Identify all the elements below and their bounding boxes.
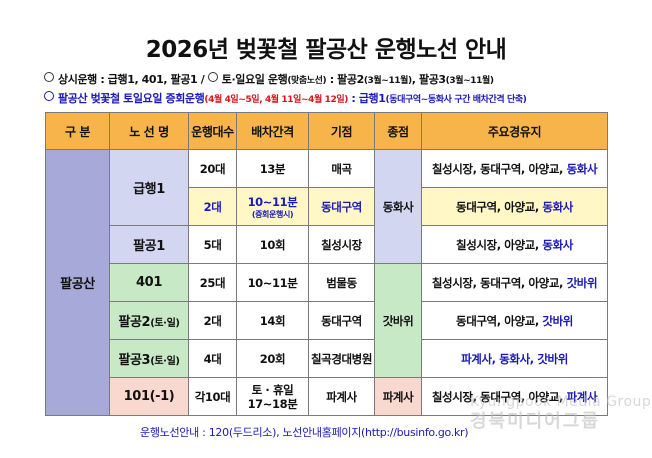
main-stops: 칠성시장, 동대구역, 아양교, 동화사 xyxy=(421,149,608,188)
notice-extra-service: 팔공산 벚꽃철 토일요일 증회운행(4월 4일~5일, 4월 11일~4월 12… xyxy=(44,90,527,106)
group-cell: 팔공산 xyxy=(45,149,110,416)
interval: 토 · 휴일 17~18분 xyxy=(236,377,309,416)
route-name-sub: (토·일) xyxy=(150,356,180,367)
origin: 칠성시장 xyxy=(308,225,375,264)
interval: 10~11분 xyxy=(236,263,309,302)
regular-label: 상시운행 xyxy=(58,73,97,86)
route-name: 팔공2(토·일) xyxy=(109,301,189,340)
interval-value: 10~11분 xyxy=(247,195,298,209)
route-name: 401 xyxy=(109,263,189,302)
origin: 동대구역 xyxy=(308,301,375,340)
stops-text: 칠성시장, 아양교, xyxy=(456,237,543,252)
interval: 20회 xyxy=(236,339,309,378)
weekend-route-b: , 팔공3 xyxy=(411,73,446,86)
interval-note: (증회운행시) xyxy=(251,210,294,219)
stops-highlight: 동화사 xyxy=(566,161,598,176)
watermark-line1: Kyungpook Media Group xyxy=(470,394,652,410)
interval: 10~11분 (증회운행시) xyxy=(236,187,309,226)
origin: 동대구역 xyxy=(308,187,375,226)
table-row: 팔공2(토·일) 2대 14회 동대구역 동대구역, 아양교, 갓바위 xyxy=(46,301,608,340)
table-header-row: 구 분 노 선 명 운행대수 배차간격 기점 종점 주요경유지 xyxy=(45,112,608,150)
circle-bullet-icon xyxy=(44,72,54,82)
origin: 칠곡경대병원 xyxy=(308,339,375,378)
stops-text: 칠성시장, 동대구역, 아양교, xyxy=(431,161,567,176)
extra-route: 급행1 xyxy=(358,92,386,105)
regular-routes: : 급행1, 401, 팔공1 / xyxy=(96,73,208,86)
stops-highlight: 갓바위 xyxy=(542,313,573,328)
table-row: 101(-1) 각10대 토 · 휴일 17~18분 파계사 파계사 칠성시장, … xyxy=(46,377,608,416)
interval-line2: 17~18분 xyxy=(247,396,298,411)
weekend-route-a-period: (3월~11월) xyxy=(363,76,412,86)
route-name: 급행1 xyxy=(109,149,189,226)
main-stops: 칠성시장, 동대구역, 아양교, 파계사 xyxy=(421,377,608,416)
vehicle-count: 25대 xyxy=(188,263,237,302)
main-stops: 칠성시장, 동대구역, 아양교, 갓바위 xyxy=(421,263,608,302)
circle-bullet-icon xyxy=(207,72,218,82)
extra-dates: (4월 4일~5일, 4월 11일~4월 12일) xyxy=(204,95,348,105)
stops-text: 동대구역, 아양교, xyxy=(456,313,543,328)
stops-highlight: 동화사 xyxy=(542,199,573,214)
origin: 매곡 xyxy=(308,149,375,188)
watermark: Kyungpook Media Group 경북미디어그룹 xyxy=(470,392,651,432)
main-stops: 파계사, 동화사, 갓바위 xyxy=(421,339,608,378)
route-schedule-table: 구 분 노 선 명 운행대수 배차간격 기점 종점 주요경유지 팔공산 급행1 … xyxy=(45,112,608,416)
stops-highlight: 갓바위 xyxy=(566,275,598,290)
stops-highlight: 동화사 xyxy=(542,237,573,252)
stops-highlight: 파계사 xyxy=(566,389,598,404)
interval: 13분 xyxy=(236,149,309,188)
weekend-sub: (맞춤노선) xyxy=(287,76,327,86)
extra-label: 팔공산 벚꽃철 토일요일 증회운행 xyxy=(58,92,205,105)
main-stops: 동대구역, 아양교, 동화사 xyxy=(421,187,608,226)
extra-colon: : xyxy=(347,92,359,105)
header-main-stops: 주요경유지 xyxy=(421,112,608,150)
table-row: 401 25대 10~11분 범물동 갓바위 칠성시장, 동대구역, 아양교, … xyxy=(46,263,608,378)
interval: 10회 xyxy=(236,225,309,264)
footer-contact-info: 운행노선안내 : 120(두드리소), 노선안내홈페이지(http://busi… xyxy=(140,426,469,439)
route-name-text: 팔공2 xyxy=(118,315,151,330)
vehicle-count: 2대 xyxy=(188,187,237,226)
header-route-name: 노 선 명 xyxy=(109,112,189,150)
header-vehicle-count: 운행대수 xyxy=(188,112,237,150)
table-row: 2대 10~11분 (증회운행시) 동대구역 동대구역, 아양교, 동화사 xyxy=(45,187,608,226)
origin: 파계사 xyxy=(308,377,375,416)
terminal: 파계사 xyxy=(374,377,422,416)
header-origin: 기점 xyxy=(308,112,375,150)
origin: 범물동 xyxy=(308,263,375,302)
route-name-text: 팔공3 xyxy=(118,353,151,368)
interval: 14회 xyxy=(236,301,309,340)
route-name: 팔공3(토·일) xyxy=(109,339,189,378)
weekend-label: 토·일요일 운행 xyxy=(221,73,288,86)
stops-text: 칠성시장, 동대구역, 아양교, xyxy=(431,275,567,290)
main-stops: 칠성시장, 아양교, 동화사 xyxy=(421,225,608,264)
terminal: 동화사 xyxy=(374,149,422,264)
vehicle-count: 5대 xyxy=(188,225,237,264)
page-title: 2026년 벚꽃철 팔공산 운행노선 안내 xyxy=(145,37,507,63)
table-row: 팔공산 급행1 20대 13분 매곡 동화사 칠성시장, 동대구역, 아양교, … xyxy=(45,149,608,416)
header-category: 구 분 xyxy=(45,112,110,150)
stops-text: 칠성시장, 동대구역, 아양교, xyxy=(431,389,567,404)
main-stops: 동대구역, 아양교, 갓바위 xyxy=(421,301,608,340)
notice-regular-service: 상시운행 : 급행1, 401, 팔공1 / 토·일요일 운행(맞춤노선) : … xyxy=(44,71,494,87)
header-interval: 배차간격 xyxy=(236,112,309,150)
watermark-line2: 경북미디어그룹 xyxy=(470,411,600,432)
weekend-route-a: : 팔공2 xyxy=(326,73,365,86)
header-terminal: 종점 xyxy=(374,112,422,150)
weekend-route-b-period: (3월~11월) xyxy=(445,76,494,86)
route-name-sub: (토·일) xyxy=(150,318,180,329)
vehicle-count: 각10대 xyxy=(188,377,237,416)
vehicle-count: 4대 xyxy=(188,339,237,378)
route-name: 팔공1 xyxy=(109,225,189,264)
vehicle-count: 20대 xyxy=(188,149,237,188)
table-row: 팔공1 5대 10회 칠성시장 칠성시장, 아양교, 동화사 xyxy=(46,225,608,264)
terminal: 갓바위 xyxy=(374,263,422,378)
table-row: 팔공3(토·일) 4대 20회 칠곡경대병원 파계사, 동화사, 갓바위 xyxy=(46,339,608,378)
interval-line1: 토 · 휴일 xyxy=(251,382,294,397)
extra-detail: (동대구역~동화사 구간 배차간격 단축) xyxy=(385,95,527,105)
vehicle-count: 2대 xyxy=(188,301,237,340)
route-name: 101(-1) xyxy=(109,377,189,416)
stops-text: 동대구역, 아양교, xyxy=(456,199,543,214)
circle-bullet-icon xyxy=(44,91,54,101)
